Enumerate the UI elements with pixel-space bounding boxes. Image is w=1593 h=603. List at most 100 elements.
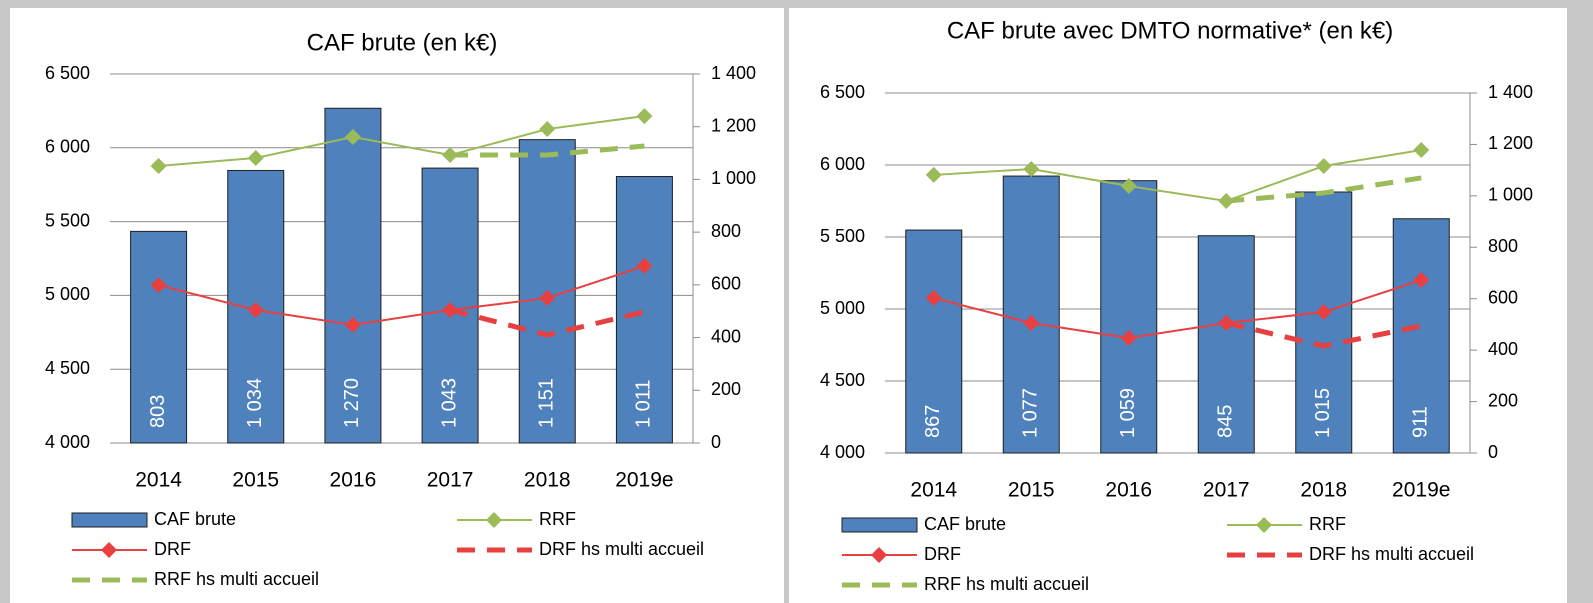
legend-label: CAF brute (924, 514, 1006, 534)
y2-tick-label: 800 (1488, 236, 1518, 256)
bar (905, 229, 963, 454)
y2-tick-label: 1 400 (711, 63, 756, 83)
legend-label: RRF hs multi accueil (924, 574, 1089, 594)
legend-swatch (1256, 517, 1272, 533)
bar-label: 845 (1215, 405, 1237, 438)
point (1413, 142, 1430, 159)
y-tick-label: 4 500 (820, 370, 865, 390)
line (933, 149, 1422, 203)
bar (615, 176, 673, 444)
point (1315, 158, 1332, 175)
point (1120, 329, 1137, 346)
legend-swatch (101, 542, 117, 558)
legend-label: DRF (924, 544, 961, 564)
y-tick-label: 6 000 (820, 154, 865, 174)
x-tick-label: 2014 (910, 479, 957, 502)
line (933, 279, 1422, 339)
legend-label: RRF (539, 509, 576, 529)
y-tick-label: 5 500 (45, 210, 90, 230)
y2-tick-label: 800 (711, 221, 741, 241)
bar-label: 803 (147, 395, 169, 428)
y-tick-label: 5 000 (45, 284, 90, 304)
y-tick-label: 6 500 (45, 63, 90, 83)
y-tick-label: 4 500 (45, 358, 90, 378)
y2-tick-label: 1 000 (1488, 185, 1533, 205)
line (449, 307, 645, 338)
bar-label: 1 011 (633, 379, 655, 428)
bar-label: 1 015 (1312, 388, 1334, 438)
bar (1002, 175, 1060, 454)
legend-label: DRF hs multi accueil (1309, 544, 1474, 564)
y2-tick-label: 1 200 (1488, 133, 1533, 153)
y-tick-label: 4 000 (820, 442, 865, 462)
bar (1392, 218, 1450, 454)
legend-swatch (841, 517, 918, 533)
point (344, 316, 361, 333)
chart-title: CAF brute avec DMTO normative* (en k€) (947, 17, 1393, 44)
point (539, 290, 556, 307)
point (247, 302, 264, 319)
y-tick-label: 6 500 (820, 82, 865, 102)
point (1120, 178, 1137, 195)
x-tick-label: 2016 (330, 469, 377, 492)
point (539, 121, 556, 138)
line (1225, 320, 1422, 349)
x-tick-label: 2018 (1300, 479, 1347, 502)
legend-label: CAF brute (154, 509, 236, 529)
x-tick-label: 2017 (427, 469, 474, 492)
legend-label: RRF (1309, 514, 1346, 534)
x-tick-label: 2014 (135, 469, 182, 492)
x-tick-label: 2015 (232, 469, 279, 492)
y2-tick-label: 600 (1488, 287, 1518, 307)
x-tick-label: 2019e (1392, 479, 1450, 502)
legend-swatch (871, 547, 887, 563)
legend-swatch (71, 512, 148, 528)
point (636, 108, 653, 125)
x-tick-label: 2018 (524, 469, 571, 492)
y2-tick-label: 400 (1488, 339, 1518, 359)
y-tick-label: 6 000 (45, 137, 90, 157)
bar (1100, 180, 1158, 454)
legend-swatch (486, 512, 502, 528)
x-tick-label: 2015 (1008, 479, 1055, 502)
bar-label: 1 059 (1117, 388, 1139, 438)
x-tick-label: 2016 (1105, 479, 1152, 502)
bar (324, 107, 382, 444)
bar (1295, 191, 1353, 454)
y2-tick-label: 0 (1488, 442, 1498, 462)
point (1413, 272, 1430, 289)
point (925, 290, 942, 307)
point (247, 149, 264, 166)
bar (1197, 235, 1255, 454)
y2-tick-label: 0 (711, 432, 721, 452)
y2-tick-label: 200 (1488, 390, 1518, 410)
point (1023, 314, 1040, 331)
y2-tick-label: 400 (711, 326, 741, 346)
y-tick-label: 5 500 (820, 226, 865, 246)
bar-label: 1 034 (244, 378, 266, 428)
point (1023, 161, 1040, 178)
bar-label: 867 (922, 405, 944, 438)
bar (130, 230, 188, 444)
line (158, 115, 645, 167)
point (925, 166, 942, 183)
line (450, 143, 645, 158)
y-tick-label: 5 000 (820, 298, 865, 318)
legend-label: DRF hs multi accueil (539, 539, 704, 559)
x-tick-label: 2019e (615, 469, 673, 492)
y2-tick-label: 200 (711, 379, 741, 399)
legend-label: DRF (154, 539, 191, 559)
y-tick-label: 4 000 (45, 432, 90, 452)
bar-label: 1 151 (536, 378, 558, 428)
y2-tick-label: 1 000 (711, 168, 756, 188)
point (150, 277, 167, 294)
point (344, 129, 361, 146)
bar-label: 911 (1410, 406, 1432, 438)
line (158, 265, 645, 326)
legend-label: RRF hs multi accueil (154, 569, 319, 589)
bar-label: 1 043 (438, 378, 460, 428)
point (636, 258, 653, 275)
y2-tick-label: 600 (711, 274, 741, 294)
y2-tick-label: 1 200 (711, 115, 756, 135)
